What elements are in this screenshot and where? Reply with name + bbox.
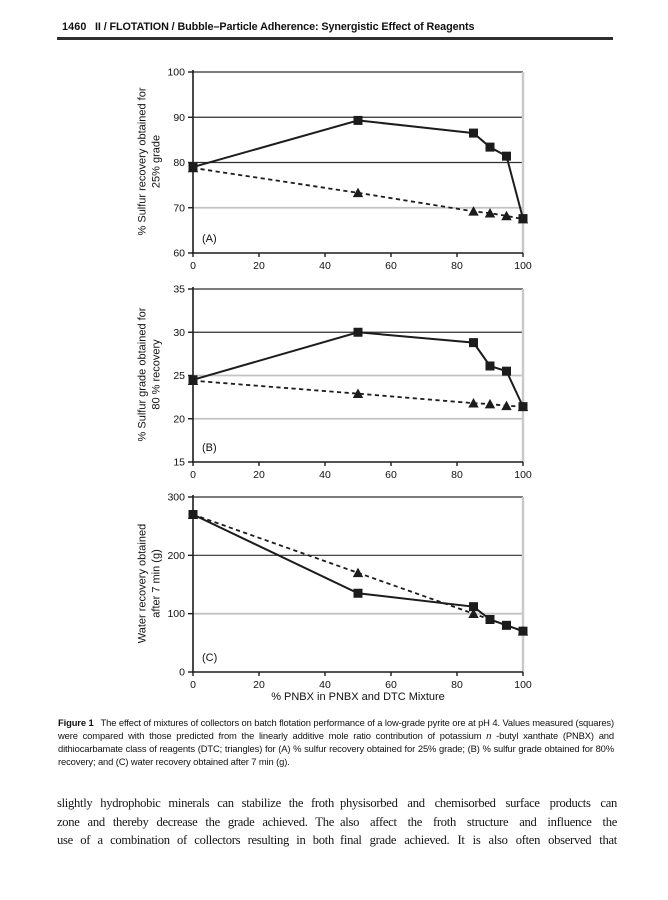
- triangle-series: [187, 162, 529, 224]
- x-tick-label: 40: [319, 469, 331, 481]
- body-text-line: physisorbed and chemisorbed surface prod…: [340, 796, 617, 810]
- y-tick-label: 30: [173, 327, 185, 339]
- figure-caption: Figure 1 The effect of mixtures of collec…: [58, 716, 614, 768]
- panel-label: (C): [202, 652, 217, 664]
- y-tick-label: 100: [167, 67, 185, 79]
- x-tick-label: 80: [451, 679, 463, 691]
- x-tick-label: 20: [253, 469, 265, 481]
- square-marker: [518, 626, 528, 636]
- x-tick-label: 80: [451, 260, 463, 272]
- figure-caption-text-2: -butyl xanthate (PNBX) and dithiocarbama…: [58, 730, 614, 767]
- triangle-marker: [468, 608, 479, 618]
- square-marker: [188, 375, 198, 385]
- square-marker: [502, 620, 511, 630]
- body-text-line: also affect the froth structure and infl…: [340, 814, 617, 829]
- y-tick-label: 100: [167, 608, 185, 620]
- x-tick-label: 60: [385, 679, 397, 691]
- x-tick-label: 100: [514, 469, 532, 481]
- square-marker: [469, 602, 478, 612]
- y-tick-label: 0: [179, 667, 185, 679]
- x-tick-label: 80: [451, 469, 463, 481]
- series-line: [192, 119, 524, 219]
- chart-c-y-axis-label-line1: Water recovery obtained: [136, 523, 149, 644]
- x-tick-label: 20: [253, 679, 265, 691]
- x-tick-label: 0: [190, 260, 196, 272]
- chart-b-sulfur-grade-plot: 15 20 25 30 35 0 20 40 60 80 100 (B): [173, 284, 532, 482]
- x-tick-label: 100: [514, 679, 532, 691]
- square-marker: [502, 151, 511, 161]
- page-number: 1460: [62, 21, 87, 33]
- y-tick-label: 25: [173, 370, 185, 382]
- figure-caption-italic-n: n: [486, 730, 492, 741]
- figure-caption-text-1: The effect of mixtures of collectors on …: [58, 717, 614, 741]
- panel-label: (B): [202, 442, 217, 454]
- square-series: [188, 115, 528, 224]
- series-line: [192, 331, 524, 408]
- x-tick-label: 0: [190, 679, 196, 691]
- x-tick-label: 0: [190, 469, 196, 481]
- square-marker: [188, 162, 198, 172]
- y-tick-label: 35: [173, 284, 185, 296]
- y-tick-label: 90: [173, 112, 185, 124]
- running-head-title: II / FLOTATION / Bubble–Particle Adheren…: [95, 21, 475, 33]
- triangle-series: [187, 375, 529, 411]
- body-text-left-column: slightly hydrophobic minerals can stabil…: [57, 794, 334, 850]
- x-tick-label: 40: [319, 260, 331, 272]
- series-line: [192, 379, 524, 408]
- y-tick-label: 15: [173, 457, 185, 469]
- triangle-marker: [352, 567, 364, 578]
- square-marker: [518, 402, 528, 412]
- header-rule: [57, 37, 613, 40]
- triangle-series: [187, 509, 529, 636]
- panel-label: (A): [202, 233, 217, 245]
- triangle-marker: [501, 400, 512, 411]
- y-tick-label: 70: [173, 202, 185, 214]
- square-marker: [469, 128, 478, 138]
- y-tick-label: 20: [173, 413, 185, 425]
- body-text-line: slightly hydrophobic minerals can stabil…: [57, 796, 334, 810]
- chart-a-y-axis-label-line1: % Sulfur recovery obtained for: [136, 87, 149, 236]
- figure-caption-label: Figure 1: [58, 717, 94, 728]
- x-tick-label: 60: [385, 469, 397, 481]
- triangle-marker: [468, 397, 479, 408]
- triangle-marker: [484, 398, 496, 409]
- chart-c-x-axis-title: % PNBX in PNBX and DTC Mixture: [271, 691, 445, 703]
- square-marker: [485, 142, 495, 152]
- y-tick-label: 200: [167, 550, 185, 562]
- square-marker: [485, 361, 495, 371]
- square-marker: [353, 588, 363, 598]
- body-text-line: final grade achieved. It is also often o…: [340, 833, 617, 848]
- square-marker: [518, 214, 528, 224]
- square-marker: [469, 338, 478, 348]
- chart-b-y-axis-label-line1: % Sulfur grade obtained for: [136, 307, 149, 442]
- square-series: [188, 327, 528, 412]
- y-tick-label: 300: [167, 492, 185, 504]
- body-text-line: use of a combination of collectors resul…: [57, 833, 334, 848]
- y-tick-label: 60: [173, 248, 185, 260]
- square-marker: [353, 115, 363, 125]
- square-marker: [188, 510, 198, 519]
- triangle-marker: [501, 210, 512, 221]
- triangle-marker: [352, 187, 364, 198]
- square-series: [188, 510, 528, 636]
- y-tick-label: 80: [173, 157, 185, 169]
- triangle-marker: [484, 207, 496, 218]
- triangle-marker: [468, 206, 479, 216]
- x-tick-label: 20: [253, 260, 265, 272]
- x-tick-label: 40: [319, 679, 331, 691]
- body-text-right-column: physisorbed and chemisorbed surface prod…: [340, 794, 617, 850]
- triangle-marker: [352, 388, 364, 398]
- square-marker: [485, 615, 495, 624]
- square-marker: [502, 366, 511, 376]
- chart-c-water-recovery-plot: 0 100 200 300 0 20 40 60 80 100 (C): [167, 492, 532, 692]
- square-marker: [353, 327, 363, 337]
- x-tick-label: 100: [514, 260, 532, 272]
- x-tick-label: 60: [385, 260, 397, 272]
- series-line: [192, 513, 524, 633]
- body-text-line: zone and thereby decrease the grade achi…: [57, 814, 334, 829]
- chart-a-sulfur-recovery-plot: 60 70 80 90 100 0 20 40 60 80 100 (A): [167, 67, 532, 273]
